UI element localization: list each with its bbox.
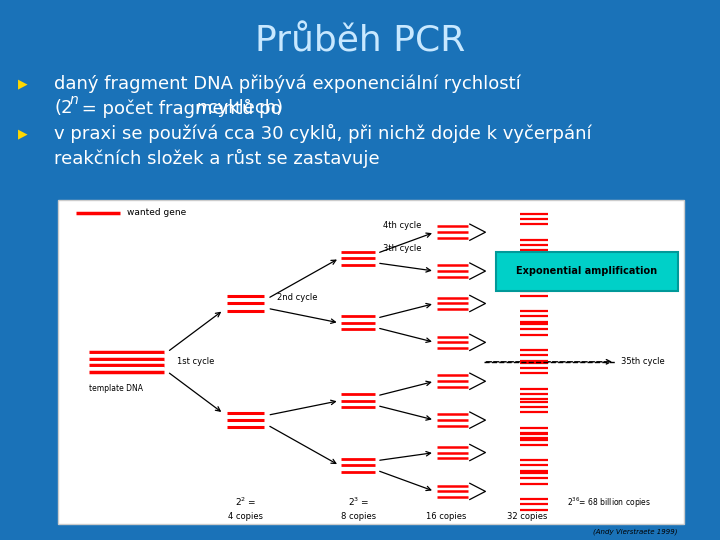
Bar — [58, 200, 684, 524]
Text: (2: (2 — [54, 99, 73, 117]
Text: 16 copies: 16 copies — [426, 512, 466, 521]
Text: Průběh PCR: Průběh PCR — [255, 24, 465, 58]
Text: daný fragment DNA přibývá exponenciální rychlostí: daný fragment DNA přibývá exponenciální … — [54, 75, 521, 93]
Text: wanted gene: wanted gene — [127, 208, 186, 217]
Text: Exponential amplification: Exponential amplification — [516, 266, 657, 276]
Text: 8 copies: 8 copies — [341, 512, 376, 521]
Text: $2^{36}$= 68 billion copies: $2^{36}$= 68 billion copies — [567, 496, 651, 510]
Text: template DNA: template DNA — [89, 384, 143, 394]
Text: 35th cycle: 35th cycle — [621, 357, 665, 366]
Text: v praxi se používá cca 30 cyklů, při nichž dojde k vyčerpání: v praxi se používá cca 30 cyklů, při nic… — [54, 124, 592, 144]
Text: n: n — [196, 99, 207, 117]
Text: ▶: ▶ — [18, 127, 27, 140]
Text: 1st cycle: 1st cycle — [176, 357, 214, 366]
Text: $2^3$ =: $2^3$ = — [348, 496, 369, 508]
Text: 2nd cycle: 2nd cycle — [277, 293, 318, 301]
Text: $2^2$ =: $2^2$ = — [235, 496, 256, 508]
Text: 32 copies: 32 copies — [507, 512, 548, 521]
Text: cyklech): cyklech) — [202, 99, 283, 117]
Text: 3th cycle: 3th cycle — [383, 244, 422, 253]
Text: n: n — [70, 93, 78, 107]
Text: 4 copies: 4 copies — [228, 512, 263, 521]
Text: reakčních složek a růst se zastavuje: reakčních složek a růst se zastavuje — [54, 148, 379, 168]
Text: (Andy Vierstraete 1999): (Andy Vierstraete 1999) — [593, 529, 678, 535]
Text: 4th cycle: 4th cycle — [383, 221, 422, 230]
Text: = počet fragmentů po: = počet fragmentů po — [76, 98, 287, 118]
Bar — [496, 252, 678, 291]
Text: ▶: ▶ — [18, 77, 27, 90]
